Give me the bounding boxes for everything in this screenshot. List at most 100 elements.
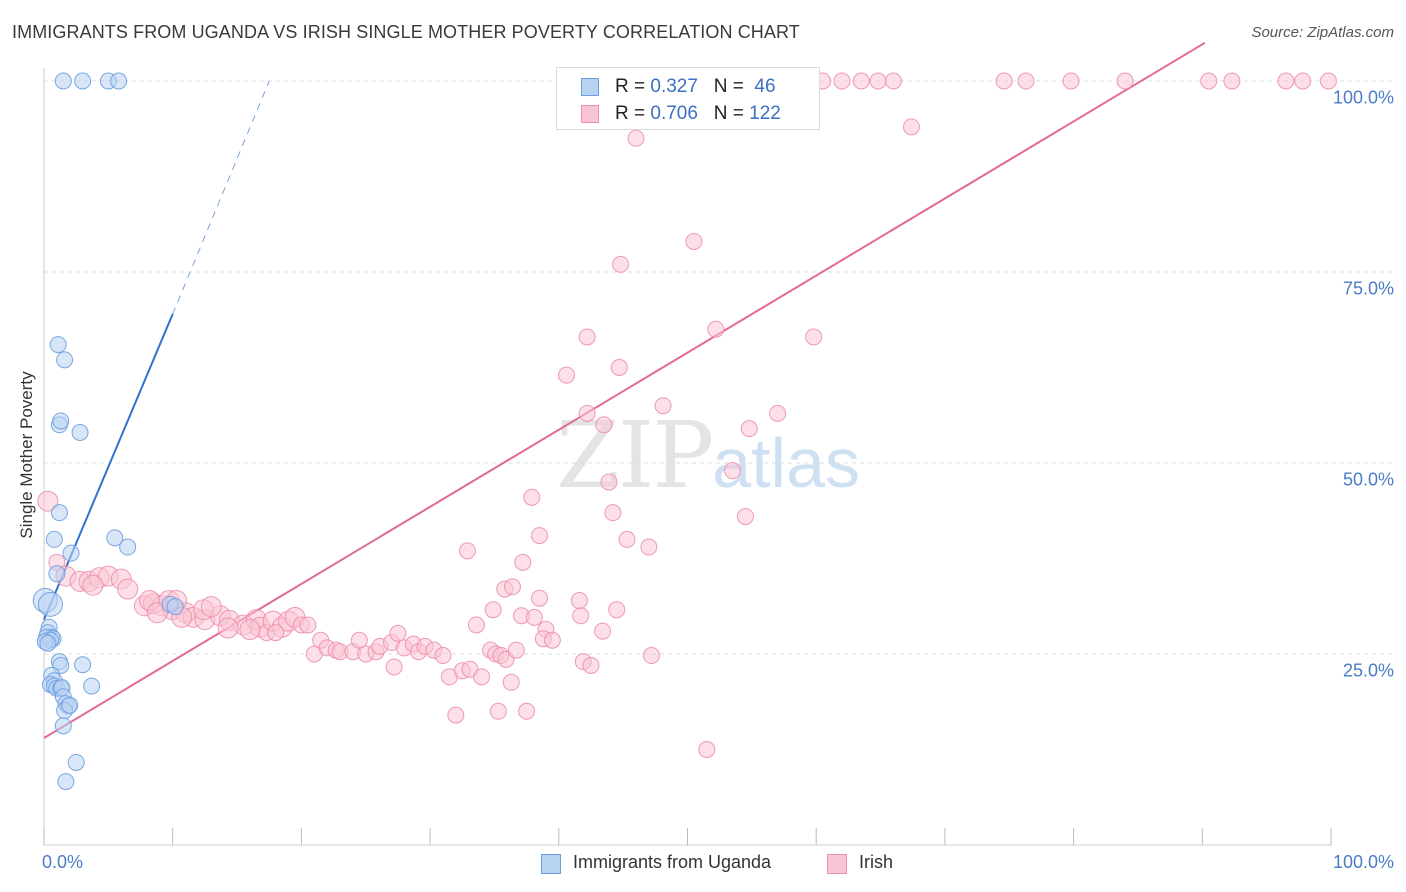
uganda-point-14 bbox=[48, 565, 66, 583]
y-tick-label-50: 50.0% bbox=[1342, 469, 1394, 490]
irish-point-106 bbox=[447, 706, 465, 724]
irish-point-25 bbox=[685, 232, 703, 250]
uganda-point-10 bbox=[45, 530, 63, 548]
irish-point-47 bbox=[37, 490, 59, 512]
y-tick-label-25: 25.0% bbox=[1342, 660, 1394, 681]
irish-stats-text: R = 0.706 N = 122 bbox=[615, 103, 781, 124]
legend-uganda-swatch bbox=[541, 854, 561, 874]
irish-point-29 bbox=[805, 328, 823, 346]
irish-point-82 bbox=[267, 624, 285, 642]
uganda-point-1 bbox=[74, 72, 92, 90]
irish-point-10 bbox=[833, 72, 851, 90]
uganda-point-24 bbox=[39, 634, 57, 652]
irish-point-124 bbox=[543, 631, 561, 649]
irish-point-83 bbox=[200, 596, 222, 618]
irish-point-34 bbox=[578, 404, 596, 422]
irish-point-134 bbox=[582, 656, 600, 674]
irish-point-131 bbox=[642, 647, 660, 665]
irish-point-125 bbox=[572, 607, 590, 625]
irish-point-24 bbox=[902, 118, 920, 136]
x-tick-label-min: 0.0% bbox=[42, 852, 84, 872]
source-credit: Source: ZipAtlas.com bbox=[1251, 24, 1394, 41]
irish-point-54 bbox=[82, 574, 104, 596]
irish-point-31 bbox=[610, 359, 628, 376]
correlation-stats-box: R = 0.327 N = 46 R = 0.706 N = 122 bbox=[556, 67, 820, 130]
trend-lines bbox=[43, 41, 1206, 739]
irish-point-43 bbox=[618, 530, 636, 548]
uganda-swatch bbox=[581, 78, 599, 96]
irish-point-18 bbox=[1223, 72, 1241, 90]
irish-point-44 bbox=[640, 538, 658, 556]
irish-point-26 bbox=[612, 255, 630, 273]
irish-trend-line bbox=[43, 41, 1206, 739]
irish-point-116 bbox=[507, 641, 525, 659]
irish-point-33 bbox=[769, 404, 787, 422]
irish-point-37 bbox=[724, 462, 742, 480]
irish-point-110 bbox=[473, 668, 491, 686]
irish-point-11 bbox=[852, 72, 870, 90]
irish-point-56 bbox=[117, 578, 139, 600]
uganda-stats-text: R = 0.327 N = 46 bbox=[615, 76, 776, 97]
uganda-point-13 bbox=[119, 538, 137, 556]
uganda-point-35 bbox=[83, 677, 101, 695]
chart-title: IMMIGRANTS FROM UGANDA VS IRISH SINGLE M… bbox=[12, 22, 800, 42]
x-tick-label-max: 100.0% bbox=[1332, 852, 1394, 872]
irish-point-36 bbox=[740, 420, 758, 438]
uganda-point-0 bbox=[54, 72, 72, 90]
uganda-point-16 bbox=[37, 591, 63, 617]
legend-uganda-label: Immigrants from Uganda bbox=[573, 852, 772, 872]
legend-irish-swatch bbox=[827, 854, 847, 874]
y-tick-label-75: 75.0% bbox=[1342, 278, 1394, 299]
gridlines bbox=[44, 80, 1392, 655]
irish-point-20 bbox=[1294, 72, 1312, 90]
irish-point-30 bbox=[558, 366, 576, 384]
irish-point-39 bbox=[523, 488, 541, 506]
irish-point-40 bbox=[530, 527, 548, 545]
irish-point-85 bbox=[299, 616, 317, 634]
uganda-trend-extension bbox=[172, 80, 270, 315]
uganda-point-42 bbox=[67, 753, 85, 771]
legend-irish-label: Irish bbox=[859, 852, 894, 872]
irish-point-128 bbox=[518, 702, 536, 720]
uganda-point-45 bbox=[166, 598, 184, 616]
irish-point-117 bbox=[484, 601, 502, 619]
irish-point-84 bbox=[146, 602, 168, 624]
uganda-point-11 bbox=[62, 544, 80, 562]
irish-point-46 bbox=[514, 553, 532, 571]
irish-point-14 bbox=[995, 72, 1013, 90]
irish-point-27 bbox=[707, 320, 725, 338]
uganda-point-12 bbox=[106, 529, 124, 547]
watermark-atlas: atlas bbox=[712, 424, 861, 502]
irish-point-12 bbox=[869, 72, 887, 90]
irish-point-45 bbox=[458, 542, 476, 560]
uganda-point-27 bbox=[74, 656, 92, 674]
irish-point-16 bbox=[1062, 72, 1080, 90]
irish-point-126 bbox=[594, 622, 612, 640]
uganda-point-9 bbox=[50, 504, 68, 522]
uganda-point-5 bbox=[56, 351, 74, 369]
irish-point-109 bbox=[467, 616, 485, 634]
y-tick-label-100: 100.0% bbox=[1332, 87, 1394, 108]
uganda-point-3 bbox=[110, 72, 128, 90]
irish-point-132 bbox=[698, 741, 716, 758]
uganda-point-43 bbox=[57, 773, 75, 791]
data-points bbox=[32, 72, 1337, 791]
irish-point-80 bbox=[217, 617, 239, 639]
uganda-point-4 bbox=[49, 336, 67, 354]
irish-point-121 bbox=[525, 608, 543, 626]
irish-point-32 bbox=[654, 397, 672, 415]
irish-point-17 bbox=[1200, 72, 1218, 90]
irish-point-97 bbox=[389, 624, 407, 642]
irish-point-19 bbox=[1277, 72, 1295, 90]
irish-point-41 bbox=[604, 504, 622, 522]
uganda-point-8 bbox=[71, 423, 89, 441]
irish-point-42 bbox=[736, 507, 754, 525]
irish-point-22 bbox=[1116, 72, 1134, 90]
irish-swatch bbox=[581, 105, 599, 123]
irish-point-28 bbox=[578, 328, 596, 346]
irish-point-130 bbox=[608, 601, 626, 619]
irish-point-115 bbox=[502, 673, 520, 691]
irish-point-15 bbox=[1017, 72, 1035, 90]
y-axis-title: Single Mother Poverty bbox=[17, 371, 36, 539]
